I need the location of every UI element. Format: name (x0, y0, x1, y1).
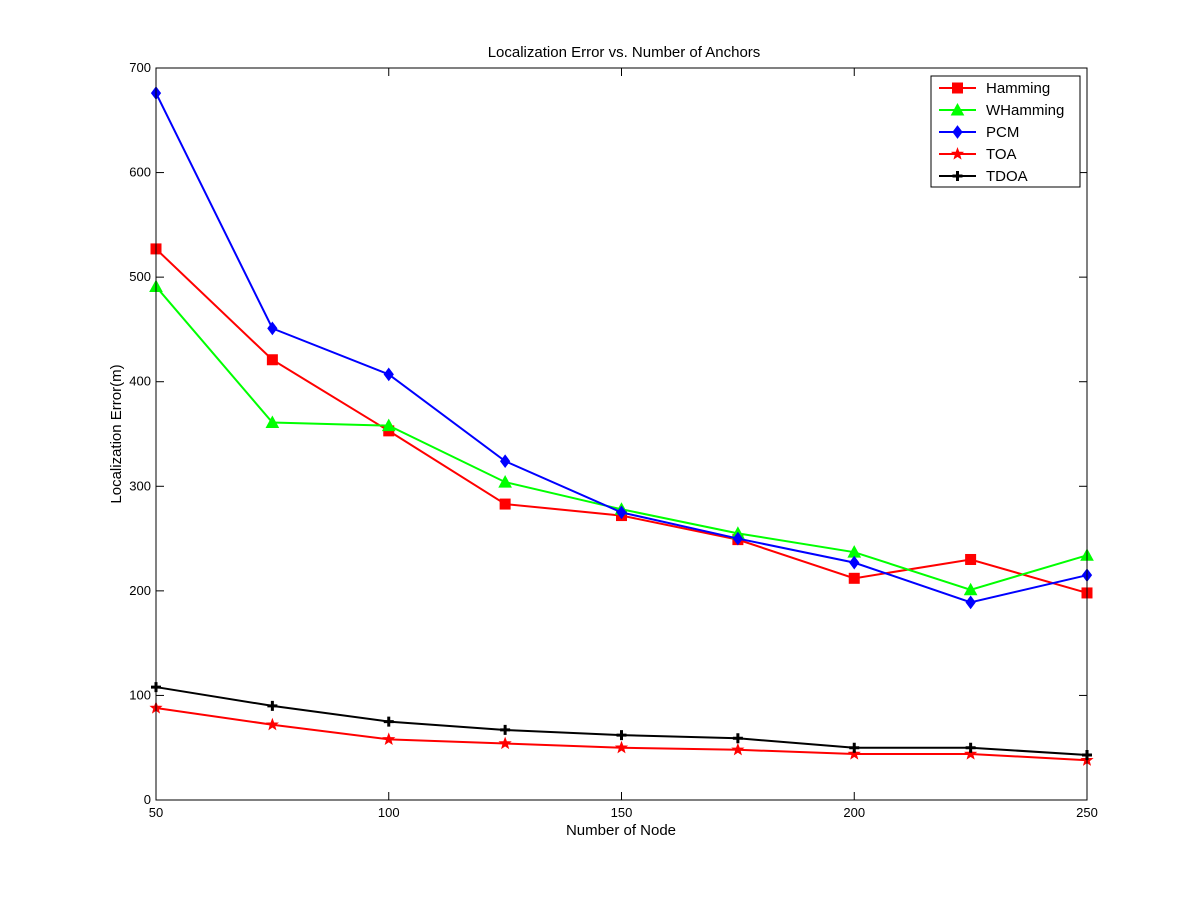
data-point-toa (614, 740, 629, 754)
x-tick-label: 50 (149, 805, 163, 820)
data-point-tdoa (383, 716, 394, 727)
legend: Hamming WHamming PCM TOA TDOA (930, 75, 1081, 188)
legend-marker-toa (950, 147, 965, 160)
data-point-tdoa (849, 742, 860, 753)
legend-marker-whamming (950, 102, 965, 116)
data-point-tdoa (267, 700, 278, 711)
data-point-pcm (616, 505, 627, 520)
data-point-pcm (732, 531, 743, 546)
legend-marker-tdoa (952, 171, 963, 181)
data-point-pcm (965, 595, 976, 610)
y-tick-label: 500 (129, 269, 151, 284)
legend-marker-pcm (952, 125, 963, 139)
y-tick-label: 700 (129, 60, 151, 75)
y-tick-label: 100 (129, 687, 151, 702)
data-point-pcm (500, 454, 511, 469)
data-point-whamming (963, 582, 978, 596)
x-tick-label: 150 (611, 805, 633, 820)
data-point-tdoa (500, 724, 511, 735)
data-point-pcm (383, 367, 394, 382)
y-tick-label: 200 (129, 583, 151, 598)
plot-frame (155, 67, 1088, 801)
y-tick-label: 400 (129, 374, 151, 389)
legend-label-pcm: PCM (986, 124, 1019, 141)
y-axis-label: Localization Error(m) (108, 364, 125, 503)
data-point-pcm (267, 321, 278, 336)
data-point-toa (265, 717, 279, 731)
data-point-hamming (499, 498, 511, 510)
data-point-tdoa (965, 742, 976, 753)
chart-title: Localization Error vs. Number of Anchors (488, 44, 761, 61)
data-point-toa (382, 732, 396, 745)
y-tick-label: 600 (129, 165, 151, 180)
legend-label-toa: TOA (986, 146, 1017, 163)
x-axis-label: Number of Node (566, 822, 676, 839)
data-point-pcm (849, 555, 860, 570)
legend-label-whamming: WHamming (986, 102, 1064, 119)
legend-marker-hamming (952, 82, 963, 94)
y-tick-label: 300 (129, 478, 151, 493)
x-tick-label: 250 (1076, 805, 1098, 820)
series-toa (149, 701, 1094, 766)
data-point-whamming (381, 418, 396, 432)
legend-entries: Hamming WHamming PCM TOA TDOA (939, 80, 1064, 185)
y-tick-label: 0 (144, 792, 151, 807)
data-point-toa (964, 747, 978, 760)
data-point-tdoa (732, 733, 743, 744)
data-point-hamming (965, 553, 977, 565)
x-tick-label: 100 (378, 805, 400, 820)
data-point-toa (847, 747, 861, 760)
data-point-hamming (266, 354, 278, 366)
data-point-toa (731, 742, 745, 756)
data-point-hamming (848, 572, 860, 584)
legend-label-hamming: Hamming (986, 80, 1050, 97)
x-tick-label: 200 (843, 805, 865, 820)
legend-label-tdoa: TDOA (986, 168, 1028, 185)
data-point-tdoa (616, 730, 627, 741)
data-point-whamming (265, 415, 280, 428)
data-point-toa (498, 736, 512, 750)
data-point-whamming (498, 475, 512, 488)
